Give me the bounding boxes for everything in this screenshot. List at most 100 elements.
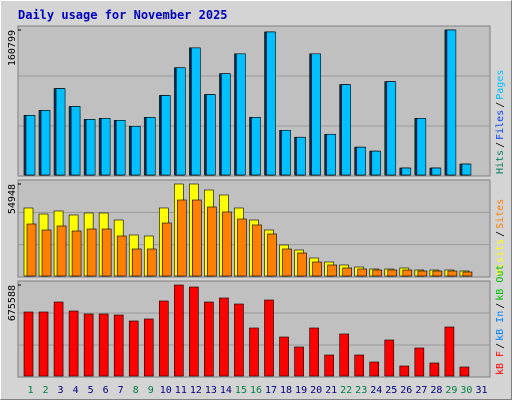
- bar: [459, 366, 470, 377]
- x-tick-label: 8: [133, 385, 139, 396]
- bar: [38, 311, 49, 377]
- bar: [432, 270, 443, 277]
- bar: [207, 206, 217, 277]
- legend-separator: /: [495, 231, 506, 237]
- bar: [264, 299, 274, 377]
- legend-separator: /: [495, 343, 506, 349]
- x-tick-label: 18: [280, 385, 292, 396]
- x-tick-label: 1: [27, 385, 33, 396]
- x-tick-label: 12: [190, 385, 202, 396]
- y-tick-label: 160799: [7, 30, 18, 66]
- legend-entry: Visits: [495, 239, 506, 275]
- bar: [384, 339, 395, 377]
- bar: [266, 31, 276, 176]
- legend-entry: kB Out: [495, 265, 506, 301]
- bar: [447, 270, 458, 277]
- x-tick-label: 11: [175, 385, 187, 396]
- bar: [86, 228, 97, 277]
- bar: [356, 146, 367, 176]
- bar: [294, 346, 304, 377]
- bar: [387, 269, 398, 277]
- bar: [191, 47, 201, 176]
- bar: [249, 327, 259, 377]
- chart-title: Daily usage for November 2025: [18, 8, 228, 22]
- x-tick-label: 13: [205, 385, 217, 396]
- bar: [116, 235, 127, 277]
- bar: [444, 326, 455, 377]
- bar: [296, 136, 306, 176]
- bar: [189, 286, 199, 377]
- bar: [204, 301, 214, 377]
- x-tick-label: 22: [340, 385, 352, 396]
- bar: [146, 248, 157, 277]
- legend-entry: Hits: [495, 150, 506, 174]
- bar: [53, 301, 64, 377]
- bar: [431, 167, 442, 176]
- bar: [252, 224, 262, 277]
- y-tick-label: 54948: [7, 184, 18, 214]
- bar: [282, 248, 292, 277]
- bar: [402, 269, 413, 277]
- bar: [83, 313, 94, 377]
- bar: [354, 354, 365, 377]
- bar: [100, 118, 111, 176]
- bar: [251, 117, 261, 176]
- bar: [25, 115, 36, 176]
- x-tick-label: 10: [160, 385, 172, 396]
- legend-separator: /: [495, 303, 506, 309]
- legend-entry: Sites: [495, 199, 506, 229]
- legend-entry: Files: [495, 110, 506, 140]
- bar: [279, 336, 289, 377]
- bar: [357, 268, 368, 277]
- x-tick-label: 30: [460, 385, 472, 396]
- x-tick-label: 26: [400, 385, 412, 396]
- bar: [401, 167, 412, 176]
- bar: [219, 297, 229, 377]
- x-tick-label: 20: [310, 385, 322, 396]
- bar: [143, 318, 154, 377]
- x-tick-label: 28: [430, 385, 442, 396]
- bar: [416, 118, 427, 176]
- bar: [177, 199, 187, 277]
- bar: [130, 126, 141, 176]
- x-tick-label: 16: [250, 385, 262, 396]
- bar: [101, 228, 112, 277]
- bar: [339, 333, 349, 377]
- bar: [85, 119, 96, 176]
- bar: [55, 88, 66, 176]
- bar: [417, 270, 428, 277]
- bar: [341, 84, 351, 176]
- bar: [369, 361, 380, 377]
- x-tick-label: 29: [445, 385, 457, 396]
- legend-separator: /: [495, 142, 506, 148]
- bar: [71, 230, 82, 277]
- bar: [158, 300, 169, 377]
- x-tick-label: 15: [235, 385, 247, 396]
- bar: [40, 110, 51, 176]
- x-tick-label: 2: [43, 385, 49, 396]
- bar: [342, 267, 352, 277]
- bar: [113, 314, 124, 377]
- x-tick-label: 21: [325, 385, 337, 396]
- bar: [56, 225, 67, 277]
- bar: [115, 120, 126, 176]
- bar: [161, 222, 172, 277]
- bar: [372, 269, 383, 277]
- x-tick-label: 27: [415, 385, 427, 396]
- x-tick-label: 23: [355, 385, 367, 396]
- bar: [297, 252, 307, 277]
- bar: [237, 218, 247, 277]
- legend: Hits / Files / Pages: [495, 70, 506, 174]
- x-tick-label: 14: [220, 385, 232, 396]
- x-tick-label: 19: [295, 385, 307, 396]
- x-tick-label: 6: [103, 385, 109, 396]
- bar: [309, 327, 319, 377]
- legend-entry: kB F: [495, 351, 506, 375]
- bar: [324, 354, 334, 377]
- x-tick-label: 24: [370, 385, 382, 396]
- bar: [160, 95, 171, 176]
- bar: [98, 313, 109, 377]
- x-tick-label: 7: [118, 385, 124, 396]
- bar: [312, 261, 322, 277]
